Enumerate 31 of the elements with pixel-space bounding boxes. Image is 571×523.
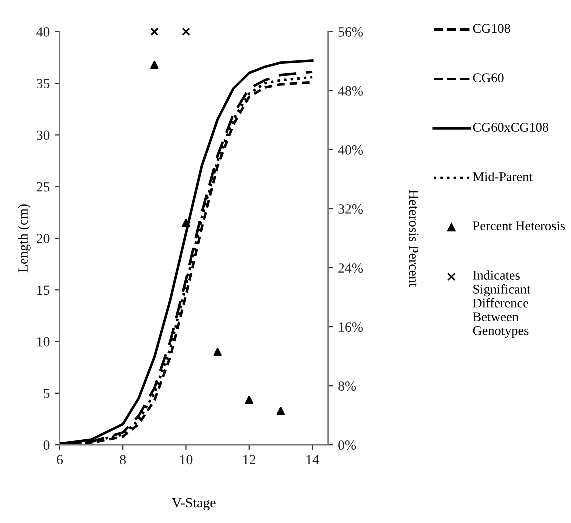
y-tick-label: 30 — [37, 130, 50, 140]
y2-axis-title: Heterosis Percent — [409, 190, 419, 288]
y-tick-label: 35 — [37, 79, 50, 89]
y-axis-title: Length (cm) — [18, 204, 31, 273]
y2-tick-label: 0% — [338, 440, 356, 450]
legend-label: CG60xCG108 — [473, 123, 549, 132]
y-tick-label: 20 — [36, 234, 50, 244]
y2-tick-label: 40% — [338, 146, 364, 155]
x-tick-label: 8 — [120, 455, 126, 465]
legend-label: CG108 — [473, 24, 510, 34]
y2-tick-label: 16% — [339, 322, 364, 332]
x-tick-label: 14 — [306, 455, 320, 464]
y2-tick-label: 32% — [338, 204, 364, 214]
y2-tick-label: 48% — [338, 86, 364, 96]
y-tick-label: 10 — [38, 337, 50, 347]
x-tick-label: 10 — [180, 455, 193, 465]
x-tick-label: 12 — [244, 455, 256, 464]
y2-tick-label: 24% — [338, 264, 364, 273]
x-tick-label: 6 — [57, 455, 64, 465]
y-tick-label: 5 — [44, 389, 50, 398]
y-tick-label: 25 — [36, 182, 50, 192]
legend-label: Mid-Parent — [473, 172, 533, 182]
legend-label: Percent Heterosis — [473, 222, 566, 231]
y2-tick-label: 8% — [338, 382, 356, 392]
y2-tick-label: 56% — [338, 27, 364, 37]
y-tick-label: 0 — [44, 440, 50, 450]
legend-label: Indicates Significant Difference Between Genotypes — [473, 270, 531, 338]
y-tick-label: 15 — [38, 286, 50, 296]
y-tick-label: 40 — [36, 27, 50, 37]
x-axis-title: V-Stage — [172, 498, 216, 511]
legend-label: CG60 — [473, 74, 504, 83]
